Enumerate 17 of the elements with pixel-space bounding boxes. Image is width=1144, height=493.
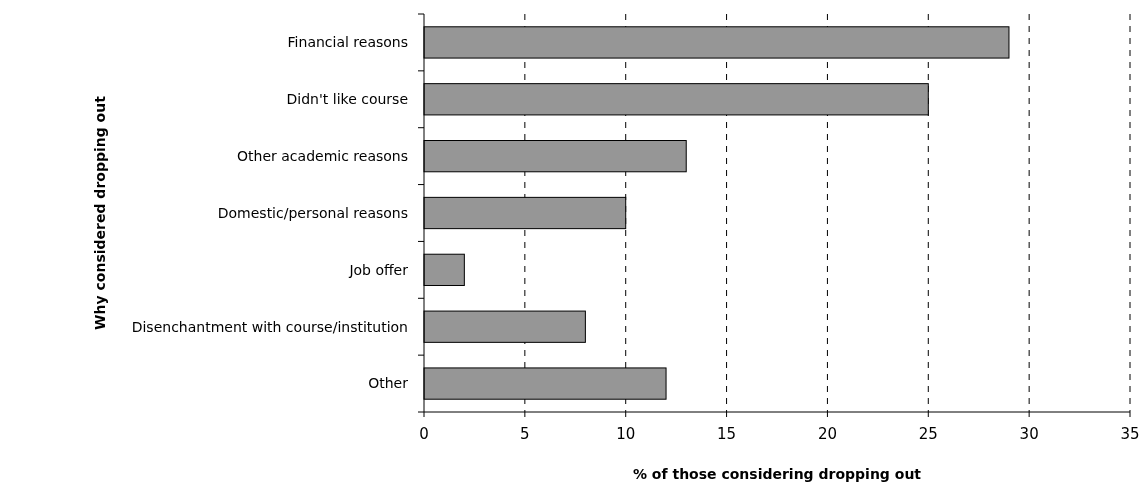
y-axis-title: Why considered dropping out xyxy=(92,95,109,330)
x-axis-title: % of those considering dropping out xyxy=(632,466,922,482)
x-tick-label: 35 xyxy=(1120,425,1140,443)
x-tick-label: 0 xyxy=(419,425,429,443)
y-tick-label: Domestic/personal reasons xyxy=(217,204,408,221)
x-tick-label: 25 xyxy=(918,425,938,443)
x-tick-label: 30 xyxy=(1019,425,1039,443)
y-tick-label: Financial reasons xyxy=(287,34,408,51)
y-tick-label: Didn't like course xyxy=(286,91,408,108)
x-tick-label: 15 xyxy=(717,425,737,443)
y-tick-label: Job offer xyxy=(348,261,409,278)
x-tick-label: 10 xyxy=(616,425,636,443)
y-tick-label: Other xyxy=(368,375,409,392)
y-tick-label: Other academic reasons xyxy=(237,148,408,165)
x-tick-label: 5 xyxy=(520,425,530,443)
x-tick-label: 20 xyxy=(817,425,837,443)
y-tick-label: Disenchantment with course/institution xyxy=(131,318,408,335)
